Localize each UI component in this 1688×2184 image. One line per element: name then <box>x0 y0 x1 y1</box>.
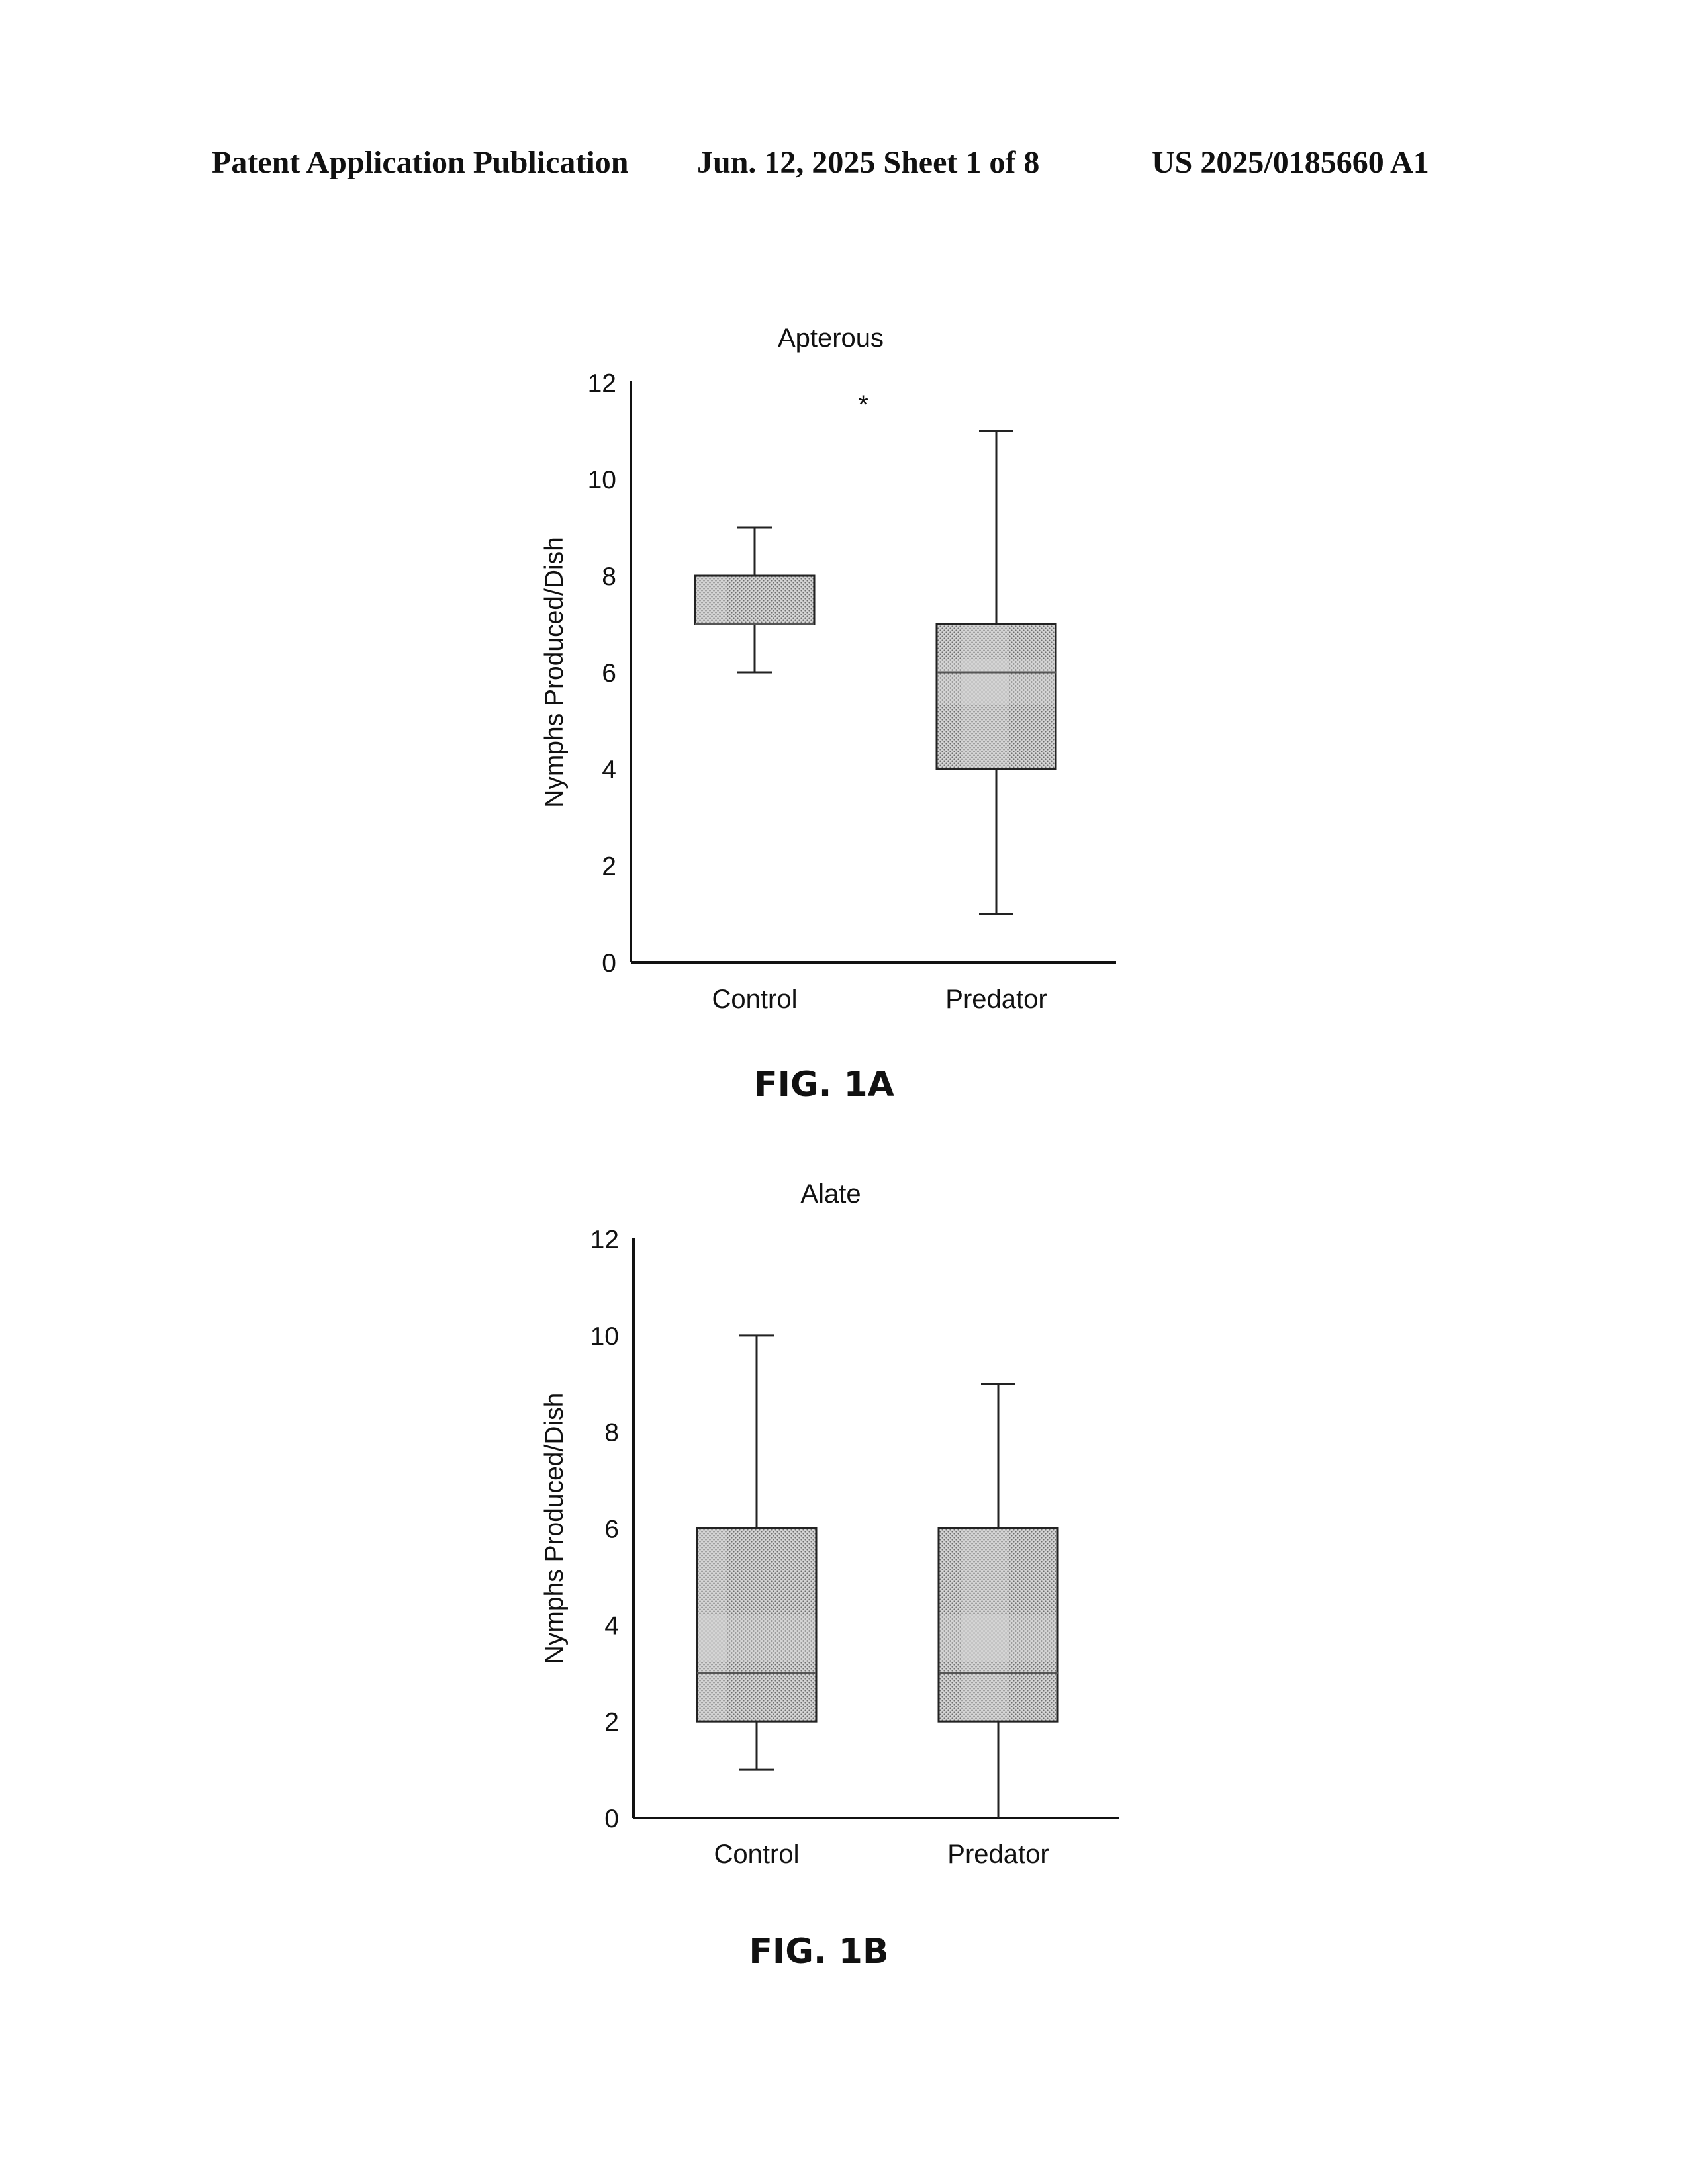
y-tick-label: 0 <box>602 949 616 978</box>
chart-title: Alate <box>800 1179 861 1208</box>
y-tick-label: 8 <box>602 563 616 591</box>
y-tick-label: 2 <box>604 1708 619 1737</box>
box-control <box>697 1529 816 1722</box>
y-tick-label: 4 <box>602 756 616 784</box>
figure-label: FIG. 1B <box>749 1932 888 1972</box>
y-tick-label: 0 <box>604 1805 619 1833</box>
y-tick-label: 2 <box>602 852 616 881</box>
y-tick-label: 10 <box>590 1322 619 1351</box>
significance-marker: * <box>858 390 868 420</box>
figure-label: FIG. 1A <box>754 1065 894 1105</box>
box-control <box>695 576 814 624</box>
y-tick-label: 10 <box>588 466 616 494</box>
y-tick-label: 6 <box>602 659 616 688</box>
y-tick-label: 12 <box>590 1226 619 1254</box>
x-category-label: Control <box>714 1840 800 1869</box>
y-tick-label: 6 <box>604 1516 619 1544</box>
y-axis-label: Nymphs Produced/Dish <box>540 1393 569 1664</box>
y-tick-label: 12 <box>588 369 616 398</box>
box-predator <box>937 624 1056 769</box>
chart-title: Apterous <box>778 324 884 353</box>
y-tick-label: 4 <box>604 1612 619 1640</box>
y-axis-label: Nymphs Produced/Dish <box>540 537 569 808</box>
y-tick-label: 8 <box>604 1419 619 1447</box>
x-category-label: Predator <box>945 985 1047 1014</box>
box-predator <box>939 1529 1058 1722</box>
x-category-label: Control <box>712 985 798 1014</box>
x-category-label: Predator <box>947 1840 1049 1869</box>
